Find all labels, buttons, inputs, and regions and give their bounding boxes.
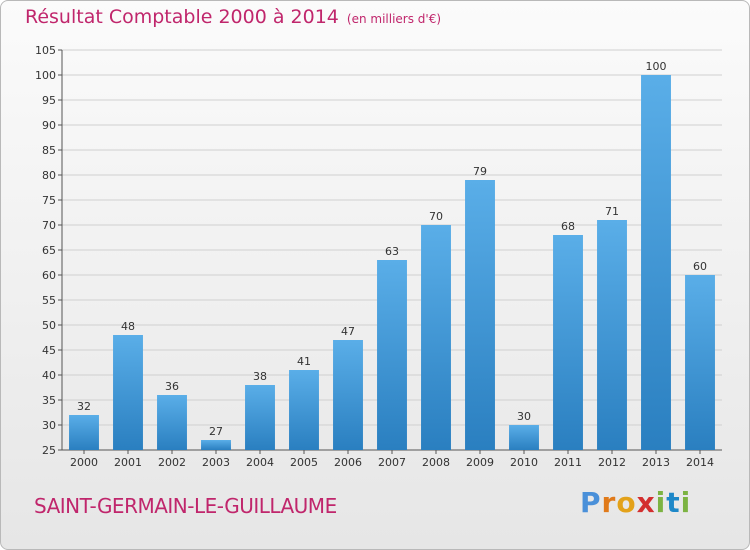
data-label-2009: 79 [473,165,487,178]
logo-letter: x [636,486,656,519]
data-label-2005: 41 [297,355,311,368]
bar-layer: 32 48 36 27 38 41 47 63 70 79 30 68 71 100 60 [69,60,715,450]
x-tick-label-2004: 2004 [246,456,274,469]
bar-2010 [509,425,539,450]
bar-2003 [201,440,231,450]
bar-2011 [553,235,583,450]
y-tick-label: 105 [35,44,56,57]
x-tick-label-2010: 2010 [510,456,538,469]
y-tick-label: 65 [42,244,56,257]
logo-letter: i [655,486,667,519]
bar-2014 [685,275,715,450]
bar-2013 [641,75,671,450]
commune-name: SAINT-GERMAIN-LE-GUILLAUME [34,494,337,518]
logo-letter: r [601,486,617,519]
logo-letter: o [616,486,637,519]
y-tick-label: 30 [42,419,56,432]
x-tick-label-2005: 2005 [290,456,318,469]
proxiti-logo: Proxiti [580,486,691,519]
x-tick-label-2001: 2001 [114,456,142,469]
bar-2008 [421,225,451,450]
data-label-2013: 100 [646,60,667,73]
data-label-2010: 30 [517,410,531,423]
x-tick-label-2014: 2014 [686,456,714,469]
bar-2005 [289,370,319,450]
x-tick-label-2002: 2002 [158,456,186,469]
bar-2006 [333,340,363,450]
x-tick-label-2011: 2011 [554,456,582,469]
y-tick-label: 85 [42,144,56,157]
data-label-2008: 70 [429,210,443,223]
y-tick-label: 40 [42,369,56,382]
data-label-2012: 71 [605,205,619,218]
x-tick-label-2006: 2006 [334,456,362,469]
y-tick-label: 100 [35,69,56,82]
y-tick-label: 55 [42,294,56,307]
y-tick-label: 25 [42,444,56,457]
y-tick-label: 60 [42,269,56,282]
x-tick-label-2009: 2009 [466,456,494,469]
data-label-2011: 68 [561,220,575,233]
data-label-2014: 60 [693,260,707,273]
x-tick-label-2013: 2013 [642,456,670,469]
y-tick-label: 95 [42,94,56,107]
x-tick-label-2012: 2012 [598,456,626,469]
x-tick-label-2000: 2000 [70,456,98,469]
data-label-2001: 48 [121,320,135,333]
y-tick-label: 70 [42,219,56,232]
logo-letter: i [680,486,692,519]
chart-title-text: Résultat Comptable 2000 à 2014 [25,6,339,28]
bar-2004 [245,385,275,450]
bar-2001 [113,335,143,450]
chart-title: Résultat Comptable 2000 à 2014 (en millie… [25,6,441,28]
y-tick-label: 35 [42,394,56,407]
x-tick-label-2003: 2003 [202,456,230,469]
data-label-2007: 63 [385,245,399,258]
bar-2007 [377,260,407,450]
y-tick-label: 90 [42,119,56,132]
x-tick-label-2008: 2008 [422,456,450,469]
y-tick-label: 50 [42,319,56,332]
chart-subtitle: (en milliers d'€) [346,12,442,26]
bar-2002 [157,395,187,450]
logo-letter: P [580,486,602,519]
bar-2009 [465,180,495,450]
data-label-2000: 32 [77,400,91,413]
bar-2000 [69,415,99,450]
data-label-2006: 47 [341,325,355,338]
data-label-2002: 36 [165,380,179,393]
y-tick-label: 45 [42,344,56,357]
data-label-2003: 27 [209,425,223,438]
bar-2012 [597,220,627,450]
x-tick-label-2007: 2007 [378,456,406,469]
logo-letter: t [666,486,681,519]
y-tick-label: 75 [42,194,56,207]
y-tick-label: 80 [42,169,56,182]
data-label-2004: 38 [253,370,267,383]
